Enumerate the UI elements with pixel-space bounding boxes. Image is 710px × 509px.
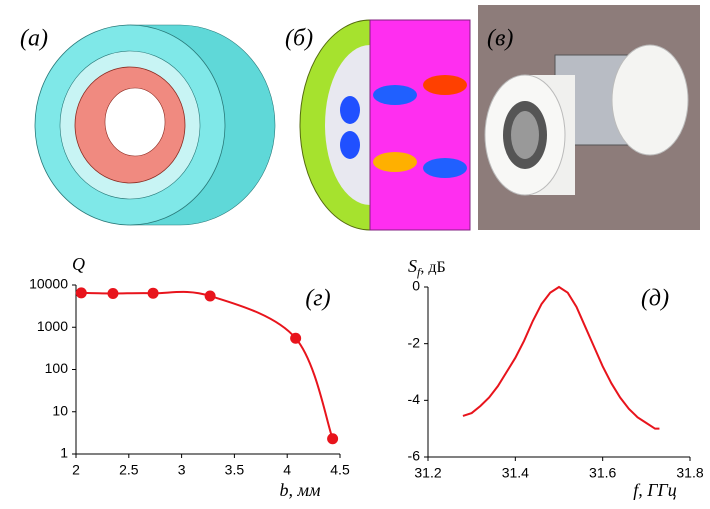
y-axis-label: Q [72,254,85,274]
y-tick-label: -4 [408,391,421,407]
x-tick-label: 4 [283,462,291,478]
y-tick-label: 1000 [37,318,68,334]
y-axis-label-part: S [408,256,417,276]
field-illustration [300,20,470,230]
panel-label: (a) [20,26,48,52]
data-point [205,290,216,301]
y-axis-label-part: , дБ [420,259,445,276]
x-tick-label: 4.5 [330,462,350,478]
data-point [290,333,301,344]
y-tick-label: 1 [60,445,68,461]
x-axis-label: b, мм [280,480,321,500]
data-point [148,288,159,299]
resonator-illustration [35,25,275,225]
data-point [107,288,118,299]
x-tick-label: 31.4 [502,465,529,481]
data-point [327,433,338,444]
y-tick-label: 10 [52,402,68,418]
x-tick-label: 3 [178,462,186,478]
x-tick-label: 31.8 [676,465,703,481]
y-tick-label: -6 [408,448,421,464]
chart-annotation: (г) [305,286,330,312]
x-tick-label: 2 [72,462,80,478]
x-axis-label: f, ГГц [633,480,676,500]
panel-label: (в) [487,26,513,52]
chart-annotation: (д) [641,286,669,312]
y-tick-label: 10000 [29,276,68,292]
x-tick-label: 31.2 [414,465,441,481]
data-line [463,287,660,429]
y-tick-label: 0 [412,278,420,294]
panel-label: (б) [285,26,313,52]
x-tick-label: 3.5 [225,462,245,478]
x-tick-label: 2.5 [119,462,139,478]
y-tick-label: 100 [45,360,69,376]
y-tick-label: -2 [408,334,421,350]
figure: (a) (б) (в) 1 10 100 1000 10000 2 2.5 3 3.5 4 4.5 Q… [0,0,710,509]
y-axis-label: Sf, дБ [408,256,446,279]
data-point [76,287,87,298]
data-line [81,292,332,439]
x-tick-label: 31.6 [589,465,616,481]
